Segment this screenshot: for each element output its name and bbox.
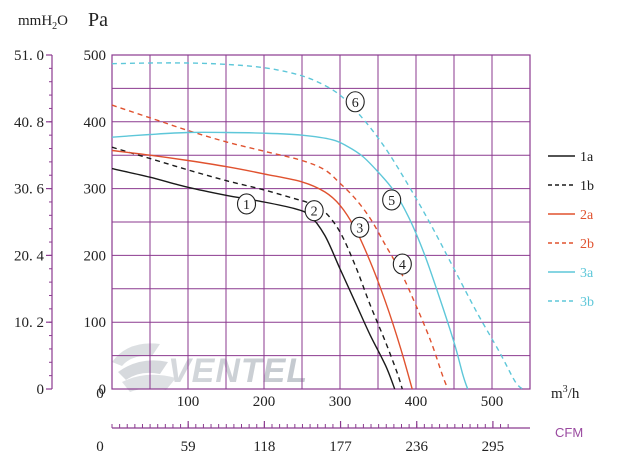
plot-frame [111, 54, 531, 390]
curve-labels: 1 2 3 4 5 6 [236, 91, 412, 275]
x-unit-primary: m3/h [551, 384, 580, 402]
y-tick-label: 400 [84, 115, 107, 131]
watermark-fan-icon [112, 343, 176, 392]
series-layer [111, 62, 523, 390]
curve-label-circle [350, 216, 370, 238]
watermark: VENTEL [112, 343, 308, 392]
secondary-x-tick-label: 59 [181, 439, 196, 455]
y-tick-label: 300 [84, 182, 107, 198]
curve-label-1: 1 [243, 198, 250, 213]
secondary-y-tick-label: 0 [37, 382, 45, 398]
secondary-x-tick-label: 177 [329, 439, 352, 455]
legend-label-1a: 1a [580, 150, 594, 165]
secondary-x-tick-label: 0 [96, 439, 104, 455]
y-tick-label: 500 [84, 48, 107, 64]
x-tick-label: 500 [481, 394, 504, 410]
x-tick-label: 200 [253, 394, 276, 410]
secondary-x-axis: 0 59 118 177 236 295 [96, 421, 530, 455]
x-tick-label: 400 [405, 394, 428, 410]
curve-label-circle [345, 91, 365, 113]
legend-label-2a: 2a [580, 208, 594, 223]
secondary-y-tick-label: 30. 6 [14, 182, 45, 198]
legend: 1a 1b 2a 2b 3a 3b [548, 150, 594, 310]
legend-label-3a: 3a [580, 266, 594, 281]
legend-label-3b: 3b [580, 295, 594, 310]
watermark-text: VENTEL [168, 352, 308, 390]
x-tick-label: 300 [329, 394, 352, 410]
x-tick-label: 100 [177, 394, 200, 410]
legend-label-2b: 2b [580, 237, 594, 252]
primary-y-axis: 0 100 200 300 400 500 [84, 48, 107, 398]
y-tick-label: 200 [84, 248, 107, 264]
secondary-y-unit: mmH2O [18, 13, 68, 32]
series-line-3b [111, 62, 523, 390]
grid [111, 54, 531, 390]
x-origin-label: 0 [96, 386, 104, 402]
series-line-3a [111, 131, 469, 390]
curve-label-circle [382, 189, 402, 211]
x-unit-secondary: CFM [555, 425, 583, 440]
secondary-x-tick-label: 118 [253, 439, 275, 455]
secondary-y-tick-label: 10. 2 [14, 315, 44, 331]
curve-label-circle [392, 253, 412, 275]
primary-y-unit: Pa [88, 9, 108, 31]
legend-label-1b: 1b [580, 179, 594, 194]
secondary-x-tick-label: 295 [482, 439, 505, 455]
secondary-x-tick-label: 236 [405, 439, 428, 455]
series-line-1b [111, 146, 403, 390]
series-line-2b [111, 104, 449, 390]
curve-label-circle [304, 200, 324, 222]
curve-label-3: 3 [356, 221, 363, 236]
curve-label-circle [236, 193, 257, 215]
secondary-y-axis: 0 10. 2 20. 4 30. 6 40. 8 51. 0 [14, 48, 53, 398]
curve-label-4: 4 [399, 258, 406, 273]
secondary-y-tick-label: 40. 8 [14, 115, 44, 131]
primary-x-axis: 100 200 300 400 500 0 [96, 386, 503, 410]
series-line-2a [111, 149, 413, 390]
y-tick-label: 100 [84, 315, 107, 331]
curve-label-5: 5 [388, 194, 395, 209]
curve-label-6: 6 [352, 96, 359, 111]
curve-label-2: 2 [311, 205, 318, 220]
y-tick-label: 0 [99, 382, 107, 398]
secondary-y-tick-label: 20. 4 [14, 248, 45, 264]
secondary-y-tick-label: 51. 0 [14, 48, 44, 64]
